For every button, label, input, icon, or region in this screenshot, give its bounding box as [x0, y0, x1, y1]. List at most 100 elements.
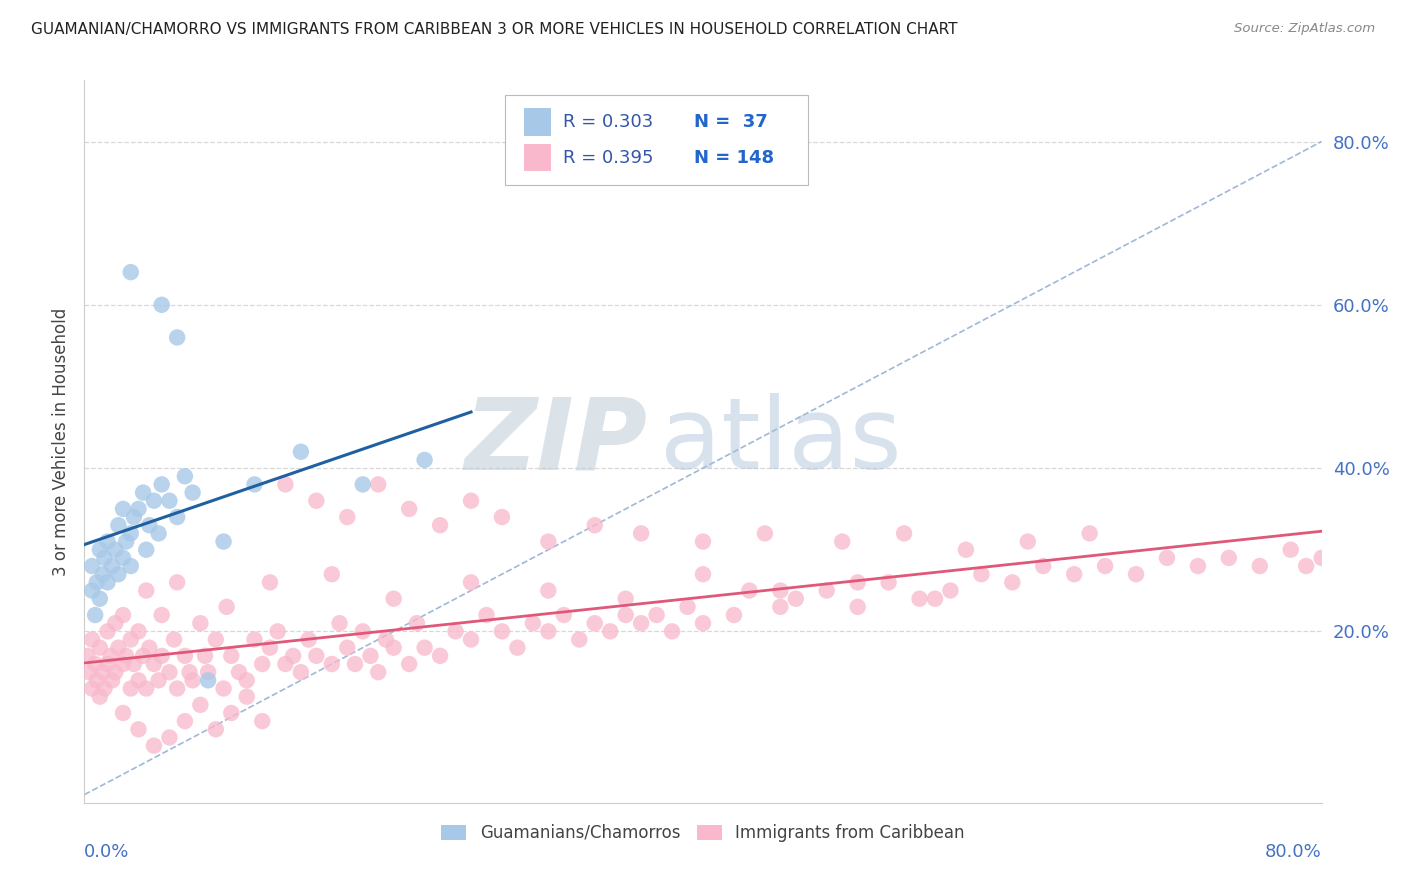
Point — [135, 583, 157, 598]
Point — [460, 575, 482, 590]
Point — [228, 665, 250, 680]
Point — [93, 550, 115, 565]
Point — [723, 607, 745, 622]
Point — [274, 657, 297, 671]
Point — [274, 477, 297, 491]
Point — [174, 714, 197, 728]
Point — [205, 632, 228, 647]
Point — [127, 673, 149, 688]
Point — [96, 534, 118, 549]
Point — [305, 493, 328, 508]
Point — [93, 681, 115, 696]
Point — [219, 706, 242, 720]
Point — [614, 607, 637, 622]
Point — [398, 657, 420, 671]
Point — [127, 624, 149, 639]
Text: R = 0.303: R = 0.303 — [564, 113, 654, 131]
Point — [1094, 559, 1116, 574]
Point — [661, 624, 683, 639]
Point — [150, 648, 173, 663]
Point — [259, 575, 281, 590]
Point — [96, 624, 118, 639]
Point — [290, 444, 312, 458]
Point — [429, 518, 451, 533]
Point — [212, 681, 235, 696]
Point — [553, 607, 575, 622]
Point — [135, 681, 157, 696]
Point — [96, 575, 118, 590]
Point — [159, 731, 180, 745]
Point — [112, 706, 135, 720]
Point — [1187, 559, 1209, 574]
Point — [112, 607, 135, 622]
Point — [1279, 542, 1302, 557]
Point — [267, 624, 290, 639]
Point — [537, 624, 560, 639]
Point — [138, 518, 160, 533]
Text: Source: ZipAtlas.com: Source: ZipAtlas.com — [1234, 22, 1375, 36]
Point — [89, 542, 111, 557]
Point — [89, 690, 111, 704]
Point — [166, 681, 188, 696]
Point — [159, 493, 180, 508]
Point — [382, 640, 405, 655]
Point — [77, 665, 100, 680]
Point — [132, 648, 155, 663]
Point — [754, 526, 776, 541]
Text: ZIP: ZIP — [464, 393, 647, 490]
Point — [321, 657, 343, 671]
Point — [1249, 559, 1271, 574]
Point — [163, 632, 186, 647]
Point — [112, 502, 135, 516]
Point — [444, 624, 467, 639]
Point — [1156, 550, 1178, 565]
Point — [321, 567, 343, 582]
FancyBboxPatch shape — [505, 95, 808, 185]
Point — [82, 632, 104, 647]
Legend: Guamanians/Chamorros, Immigrants from Caribbean: Guamanians/Chamorros, Immigrants from Ca… — [434, 817, 972, 848]
Point — [1078, 526, 1101, 541]
Text: 0.0%: 0.0% — [84, 843, 129, 861]
Point — [179, 665, 201, 680]
Point — [86, 575, 108, 590]
Point — [82, 583, 104, 598]
Point — [970, 567, 993, 582]
Point — [120, 632, 142, 647]
Point — [1017, 534, 1039, 549]
Point — [475, 607, 498, 622]
Point — [143, 493, 166, 508]
Point — [197, 665, 219, 680]
Point — [219, 648, 242, 663]
Point — [143, 657, 166, 671]
Point — [908, 591, 931, 606]
Point — [413, 453, 436, 467]
Point — [939, 583, 962, 598]
Point — [212, 534, 235, 549]
Point — [235, 673, 259, 688]
Point — [132, 485, 155, 500]
Point — [91, 567, 114, 582]
Point — [367, 477, 389, 491]
Point — [785, 591, 807, 606]
Point — [197, 673, 219, 688]
Text: GUAMANIAN/CHAMORRO VS IMMIGRANTS FROM CARIBBEAN 3 OR MORE VEHICLES IN HOUSEHOLD : GUAMANIAN/CHAMORRO VS IMMIGRANTS FROM CA… — [31, 22, 957, 37]
Point — [599, 624, 621, 639]
Point — [188, 616, 211, 631]
Point — [1125, 567, 1147, 582]
Point — [398, 502, 420, 516]
Point — [159, 665, 180, 680]
Point — [101, 673, 124, 688]
Point — [460, 493, 482, 508]
Point — [150, 477, 173, 491]
Point — [614, 591, 637, 606]
Point — [281, 648, 305, 663]
Point — [343, 657, 366, 671]
Point — [676, 599, 699, 614]
Point — [352, 624, 374, 639]
Point — [1218, 550, 1240, 565]
Point — [120, 265, 142, 279]
Point — [107, 640, 129, 655]
Point — [831, 534, 853, 549]
Point — [429, 648, 451, 663]
Point — [89, 591, 111, 606]
